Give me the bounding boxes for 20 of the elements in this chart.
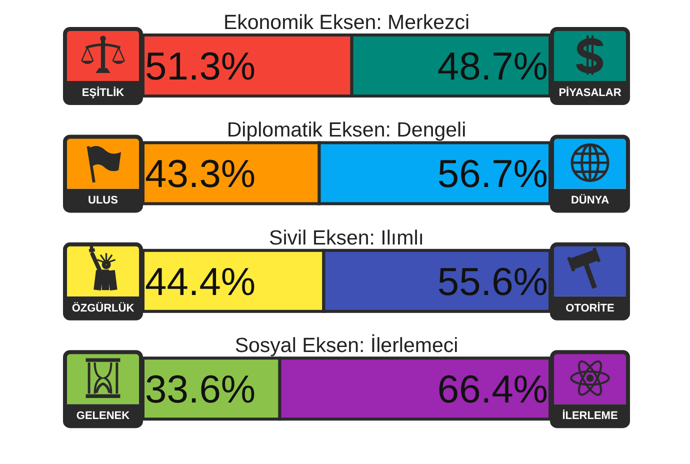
data-label: 66.4% (437, 368, 548, 412)
chart-title: Diplomatik Eksen: Dengeli (226, 118, 466, 142)
series-label: PİYASALAR (558, 86, 622, 99)
data-label: 51.3% (145, 46, 256, 88)
chart-title: Sivil Eksen: Ilımlı (269, 226, 424, 250)
legend-label: GELENEK (76, 410, 130, 422)
data-label: 44.4% (145, 260, 256, 304)
data-label: 48.7% (437, 46, 548, 88)
text: ULUS (88, 194, 118, 207)
series-label: DÜNYA (570, 194, 610, 207)
data-label: 55.6% (437, 260, 548, 304)
data-label: 33.6% (145, 368, 256, 412)
series-label: EŞİTLİK (82, 86, 124, 99)
chart-title: Sosyal Eksen: İlerlemeci (234, 334, 458, 358)
chart-title: Ekonomik Eksen: Merkezci (223, 11, 470, 34)
series-label: OTORİTE (566, 301, 614, 314)
data-label: 43.3% (145, 153, 256, 196)
series-label: İLERLEME (562, 409, 618, 422)
data-label: 56.7% (437, 153, 548, 196)
legend-label: ÖZGÜRLÜK (72, 301, 134, 314)
